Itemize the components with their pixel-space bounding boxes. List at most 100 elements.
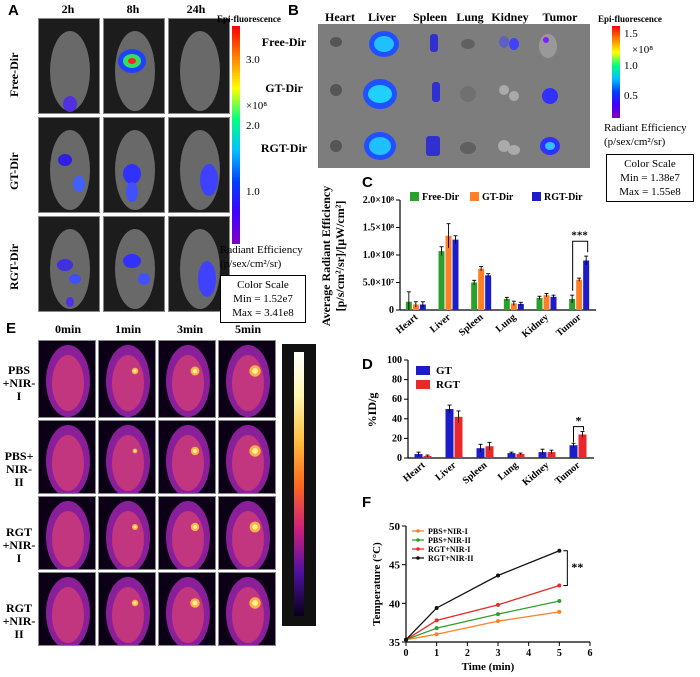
thermal-image	[158, 340, 216, 418]
category-label: Tumor	[553, 460, 583, 487]
y-tick-label: 50	[389, 521, 401, 533]
y-tick-label: 0	[397, 453, 402, 464]
b-organ-kidney: Kidney	[491, 10, 529, 24]
panel-label-f: F	[362, 494, 372, 511]
category-label: Spleen	[461, 460, 490, 487]
series-line	[405, 550, 560, 641]
y-tick-label: 45	[389, 560, 401, 572]
data-point	[557, 599, 562, 604]
b-organ-heart: Heart	[325, 10, 355, 24]
category-label: Kidney	[521, 460, 552, 488]
thermal-image	[38, 572, 96, 646]
a-min: Min = 1.52e7	[233, 293, 293, 305]
legend-label: GT-Dir	[482, 192, 514, 203]
y-tick-label: 0	[389, 305, 394, 316]
legend-label: RGT	[436, 379, 461, 391]
data-point	[496, 573, 500, 578]
legend-swatch	[470, 192, 479, 201]
a-row-rgt-dir: RGT-Dir	[7, 243, 21, 291]
c-significance-bracket	[572, 240, 589, 291]
c-ylabel-l1: Average Radiant Efficiency	[319, 186, 333, 326]
bar	[569, 299, 576, 310]
chart-c: 0 5.0×10⁷ 1.0×10⁸ 1.5×10⁸ 2.0×10⁸ Heart Liver S…	[319, 186, 596, 340]
e-row-4-l2: +NIR-II	[2, 614, 36, 641]
a-time-8h: 8h	[126, 2, 140, 16]
bar	[485, 275, 492, 310]
bar	[569, 445, 578, 458]
a-scale-title: Epi-fluorescence	[217, 14, 281, 24]
bar	[536, 297, 543, 310]
b-scale-title: Epi-fluorescence	[598, 14, 662, 24]
a-mouse-gt-24h	[168, 117, 230, 213]
legend-label: PBS+NIR-II	[428, 536, 471, 545]
thermal-image	[218, 496, 276, 570]
a-radiant-l1: Radiant Efficiency	[220, 244, 303, 256]
e-colorbar-frame	[282, 344, 316, 626]
data-point	[434, 605, 439, 610]
x-tick-label: 5	[557, 648, 562, 659]
e-row-1: PBS +NIR-I	[2, 364, 36, 403]
b-exp: ×10⁸	[632, 44, 654, 56]
b-radiant-l1: Radiant Efficiency	[604, 122, 687, 134]
a-mouse-rgt-24h	[168, 216, 230, 312]
x-tick-label: 4	[526, 648, 531, 659]
y-tick-label: 1.5×10⁸	[363, 223, 394, 234]
f-significance: **	[571, 560, 583, 574]
y-tick-label: 20	[392, 433, 402, 444]
x-tick-label: 1	[434, 648, 439, 659]
a-time-24h: 24h	[186, 2, 206, 16]
category-label: Liver	[428, 312, 453, 336]
thermal-image	[98, 572, 156, 646]
bar	[583, 260, 590, 310]
b-tick-10: 1.0	[624, 60, 638, 72]
e-colorbar	[294, 352, 304, 616]
bar	[445, 409, 454, 458]
panel-label-e: E	[6, 320, 17, 337]
legend-label: PBS+NIR-I	[428, 527, 468, 536]
e-time-1: 1min	[114, 322, 141, 336]
series-line	[405, 600, 560, 641]
legend-label: Free-Dir	[422, 192, 460, 203]
bar	[471, 282, 478, 310]
e-row-3-l1: RGT	[5, 525, 32, 539]
bar	[485, 446, 494, 458]
y-tick-label: 40	[392, 414, 402, 425]
thermal-image	[158, 572, 216, 646]
e-row-3: RGT +NIR-I	[2, 526, 36, 565]
a-mouse-rgt-8h	[103, 216, 165, 312]
b-organ-liver: Liver	[368, 10, 396, 24]
x-tick-label: 0	[404, 648, 409, 659]
thermal-image	[38, 496, 96, 570]
a-tick-2: 2.0	[246, 120, 260, 132]
legend-label: RGT+NIR-I	[428, 545, 470, 554]
panel-label-a: A	[8, 2, 19, 19]
y-tick-label: 1.0×10⁸	[363, 250, 394, 261]
d-significance-bracket	[573, 426, 584, 443]
e-row-2-l1: PBS+	[4, 449, 34, 463]
b-organ-image	[318, 24, 590, 168]
thermal-image	[98, 496, 156, 570]
e-row-1-l2: +NIR-I	[2, 376, 36, 403]
bar	[507, 453, 516, 458]
bar	[454, 416, 463, 458]
a-mouse-free-2h	[38, 18, 100, 114]
c-significance: ***	[571, 229, 588, 241]
bar	[478, 268, 485, 310]
a-mouse-free-8h	[103, 18, 165, 114]
b-color-scale-label: Color Scale	[624, 158, 676, 170]
a-row-free-dir: Free-Dir	[7, 52, 21, 98]
series-line	[405, 611, 560, 641]
category-label: Tumor	[554, 312, 584, 339]
b-organ-spleen: Spleen	[412, 10, 447, 24]
data-point	[496, 612, 500, 617]
bar	[438, 251, 445, 310]
category-label: Liver	[433, 460, 458, 484]
b-colorbar	[612, 26, 620, 118]
data-point	[434, 618, 439, 623]
thermal-image	[218, 572, 276, 646]
data-point	[496, 602, 500, 607]
y-tick-label: 35	[389, 637, 401, 649]
f-ylabel: Temperature (°C)	[371, 542, 383, 626]
e-row-4-l1: RGT	[5, 601, 32, 615]
category-label: Heart	[394, 311, 421, 336]
